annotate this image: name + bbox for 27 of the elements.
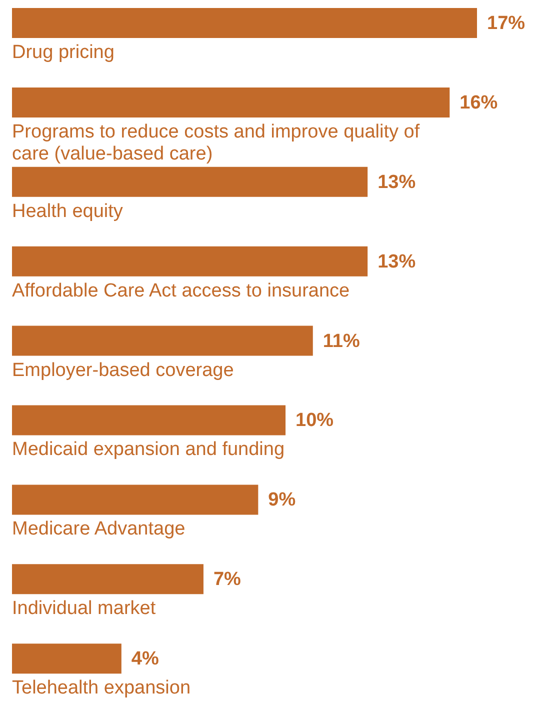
y-tick-label: Employer-based coverage <box>12 360 234 381</box>
bar <box>12 166 368 197</box>
data-label: 7% <box>213 569 242 590</box>
data-label: 13% <box>378 172 416 193</box>
bar <box>12 246 368 276</box>
data-label: 9% <box>268 490 296 511</box>
y-tick-label: Drug pricing <box>12 42 114 64</box>
y-tick-label: Health equity <box>12 200 124 222</box>
bar <box>12 326 313 356</box>
bar <box>12 87 450 118</box>
data-label: 4% <box>131 648 159 670</box>
data-label: 13% <box>378 251 416 272</box>
bar <box>12 405 286 436</box>
y-tick-label: Affordable Care Act access to insurance <box>12 280 350 302</box>
data-label: 17% <box>487 13 526 34</box>
bar <box>12 644 122 674</box>
y-tick-label: Programs to reduce costs and improve quality of care (value-based care) <box>12 121 420 164</box>
bar <box>12 8 477 38</box>
y-tick-label: Individual market <box>12 598 156 620</box>
y-tick-label: Medicaid expansion and funding <box>12 439 285 460</box>
y-tick-label: Medicare Advantage <box>12 518 186 540</box>
y-tick-label: Telehealth expansion <box>12 678 191 699</box>
bar <box>12 484 258 515</box>
data-label: 11% <box>322 330 360 352</box>
data-label: 10% <box>296 410 334 432</box>
data-label: 16% <box>460 92 498 114</box>
bar <box>12 564 204 594</box>
